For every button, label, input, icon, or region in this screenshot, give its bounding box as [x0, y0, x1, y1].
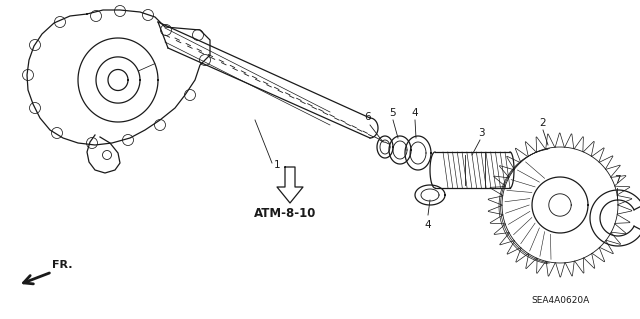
- Text: FR.: FR.: [52, 260, 72, 270]
- Text: 7: 7: [614, 175, 620, 185]
- Text: SEA4A0620A: SEA4A0620A: [531, 296, 589, 305]
- Text: 2: 2: [540, 118, 547, 128]
- Text: ATM-8-10: ATM-8-10: [254, 207, 316, 220]
- Text: 4: 4: [425, 220, 431, 230]
- Text: 3: 3: [477, 128, 484, 138]
- Text: 1: 1: [274, 160, 280, 170]
- Text: 5: 5: [390, 108, 396, 118]
- Text: 6: 6: [365, 112, 371, 122]
- Text: 4: 4: [412, 108, 419, 118]
